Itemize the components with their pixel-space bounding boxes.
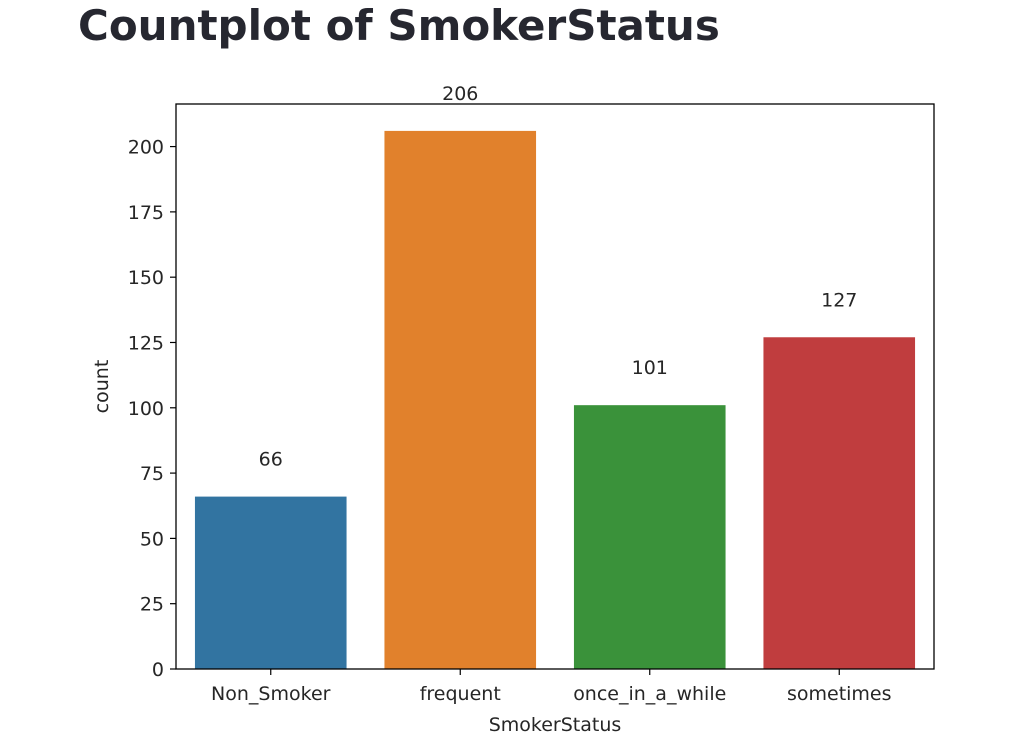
x-tick-label: sometimes	[787, 683, 892, 705]
y-tick-label: 125	[128, 332, 164, 354]
bar	[763, 337, 916, 669]
y-axis-label: count	[91, 360, 113, 414]
bar	[573, 405, 726, 669]
bar-value-label: 66	[259, 449, 283, 471]
bar-value-label: 206	[442, 83, 478, 105]
y-tick-label: 75	[140, 463, 164, 485]
bar	[384, 130, 537, 669]
plot-frame	[175, 103, 935, 670]
y-tick-label: 150	[128, 267, 164, 289]
x-tick-label: once_in_a_while	[573, 683, 726, 705]
y-tick-label: 200	[128, 137, 164, 159]
x-tick-label: Non_Smoker	[211, 683, 331, 705]
x-ticks: Non_Smoker frequent once_in_a_while sometim…	[211, 669, 892, 705]
x-tick-label: frequent	[420, 683, 501, 705]
y-tick-label: 100	[128, 398, 164, 420]
y-tick-label: 25	[140, 594, 164, 616]
y-tick-label: 175	[128, 202, 164, 224]
page-title: Countplot of SmokerStatus	[78, 1, 720, 50]
data-labels: 66 206 101 127	[259, 83, 858, 471]
bars-layer	[194, 130, 916, 669]
x-axis-label: SmokerStatus	[489, 714, 622, 736]
y-tick-label: 50	[140, 528, 164, 550]
bar-value-label: 127	[821, 289, 857, 311]
y-tick-label: 0	[152, 659, 164, 681]
y-ticks: 0 25 50 75 100 125 150 175 200	[128, 137, 176, 681]
bar	[194, 496, 347, 669]
bar-value-label: 101	[632, 357, 668, 379]
